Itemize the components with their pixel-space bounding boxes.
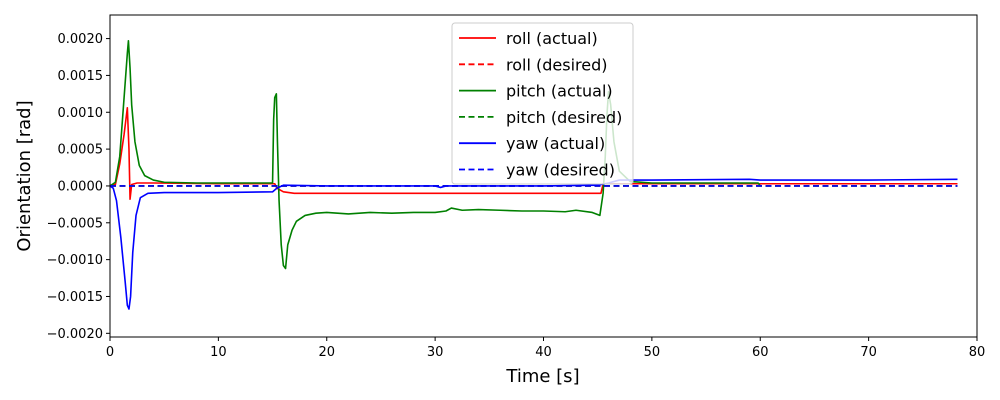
x-tick-label: 0 — [106, 345, 114, 360]
x-tick-label: 60 — [752, 345, 769, 360]
y-tick-label: 0.0005 — [58, 143, 104, 158]
legend-label: pitch (actual) — [506, 82, 613, 101]
x-axis-label: Time [s] — [505, 366, 579, 387]
legend-label: roll (actual) — [506, 29, 598, 48]
y-tick-label: 0.0000 — [58, 179, 104, 194]
x-axis: 0 10 20 30 40 50 60 70 80 — [106, 337, 985, 360]
x-tick-label: 10 — [210, 345, 227, 360]
x-tick-label: 70 — [860, 345, 877, 360]
y-tick-label: 0.0010 — [58, 106, 104, 121]
legend-label: yaw (actual) — [506, 134, 605, 153]
x-tick-label: 20 — [318, 345, 335, 360]
series-line-pitch-actual — [110, 39, 761, 270]
y-tick-label: −0.0010 — [47, 253, 103, 268]
y-tick-label: 0.0015 — [58, 69, 104, 84]
x-tick-label: 50 — [644, 345, 661, 360]
y-tick-label: −0.0005 — [47, 216, 103, 231]
y-tick-label: 0.0020 — [58, 32, 104, 47]
x-tick-label: 80 — [969, 345, 986, 360]
series-line-yaw-actual — [110, 178, 958, 310]
y-axis-label: Orientation [rad] — [14, 100, 35, 251]
x-tick-label: 30 — [427, 345, 444, 360]
legend-label: roll (desired) — [506, 55, 607, 74]
y-axis: −0.0020 −0.0015 −0.0010 −0.0005 0.0000 0.0005… — [47, 32, 110, 342]
y-tick-label: −0.0020 — [47, 327, 103, 342]
legend-label: pitch (desired) — [506, 108, 622, 127]
y-tick-label: −0.0015 — [47, 290, 103, 305]
legend: roll (actual) roll (desired) pitch (actual… — [451, 22, 634, 185]
x-tick-label: 40 — [535, 345, 552, 360]
legend-label: yaw (desired) — [506, 161, 615, 180]
legend-box — [451, 22, 634, 185]
